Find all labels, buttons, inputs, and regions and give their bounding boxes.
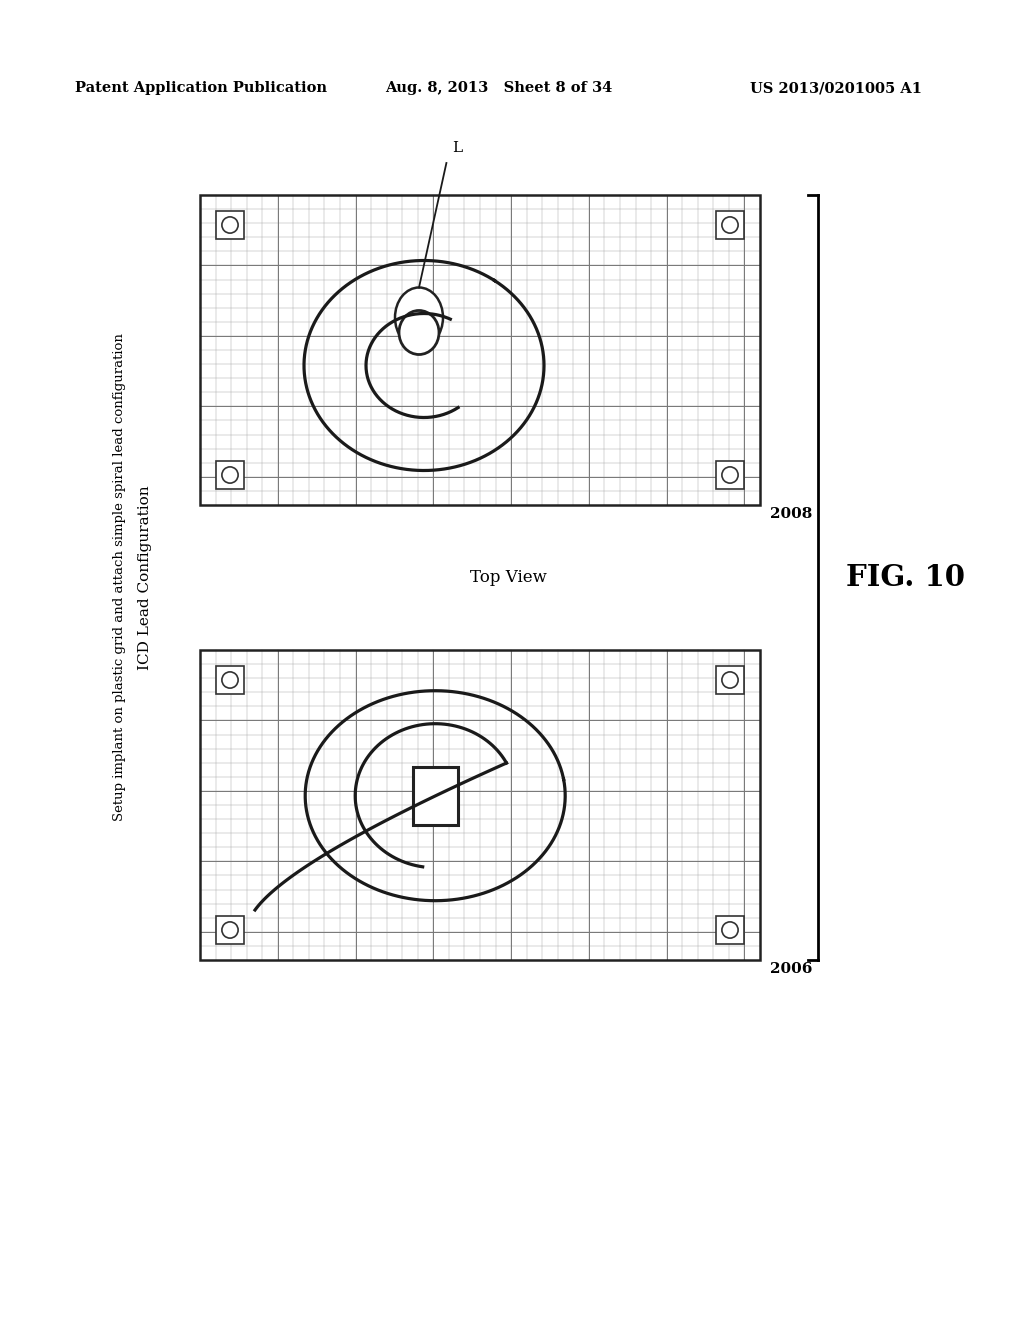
Circle shape xyxy=(722,921,738,939)
Text: Patent Application Publication: Patent Application Publication xyxy=(75,81,327,95)
Ellipse shape xyxy=(399,310,439,355)
Circle shape xyxy=(222,672,239,688)
Text: Aug. 8, 2013   Sheet 8 of 34: Aug. 8, 2013 Sheet 8 of 34 xyxy=(385,81,612,95)
Circle shape xyxy=(722,672,738,688)
Polygon shape xyxy=(216,916,244,944)
Text: 2006: 2006 xyxy=(770,962,812,975)
Text: US 2013/0201005 A1: US 2013/0201005 A1 xyxy=(750,81,922,95)
Text: 2008: 2008 xyxy=(770,507,812,521)
Polygon shape xyxy=(716,667,744,694)
Text: Setup implant on plastic grid and attach simple spiral lead configuration: Setup implant on plastic grid and attach… xyxy=(114,334,127,821)
Ellipse shape xyxy=(395,288,443,347)
Polygon shape xyxy=(216,667,244,694)
Polygon shape xyxy=(716,916,744,944)
Polygon shape xyxy=(216,461,244,488)
Text: Top View: Top View xyxy=(470,569,547,586)
Text: ICD Lead Configuration: ICD Lead Configuration xyxy=(138,486,152,669)
Text: FIG. 10: FIG. 10 xyxy=(846,564,965,591)
Circle shape xyxy=(222,216,239,234)
Polygon shape xyxy=(216,211,244,239)
Circle shape xyxy=(222,467,239,483)
Polygon shape xyxy=(716,211,744,239)
Polygon shape xyxy=(716,461,744,488)
Text: L: L xyxy=(453,141,463,154)
Circle shape xyxy=(722,467,738,483)
Polygon shape xyxy=(413,767,458,825)
Circle shape xyxy=(722,216,738,234)
Circle shape xyxy=(222,921,239,939)
